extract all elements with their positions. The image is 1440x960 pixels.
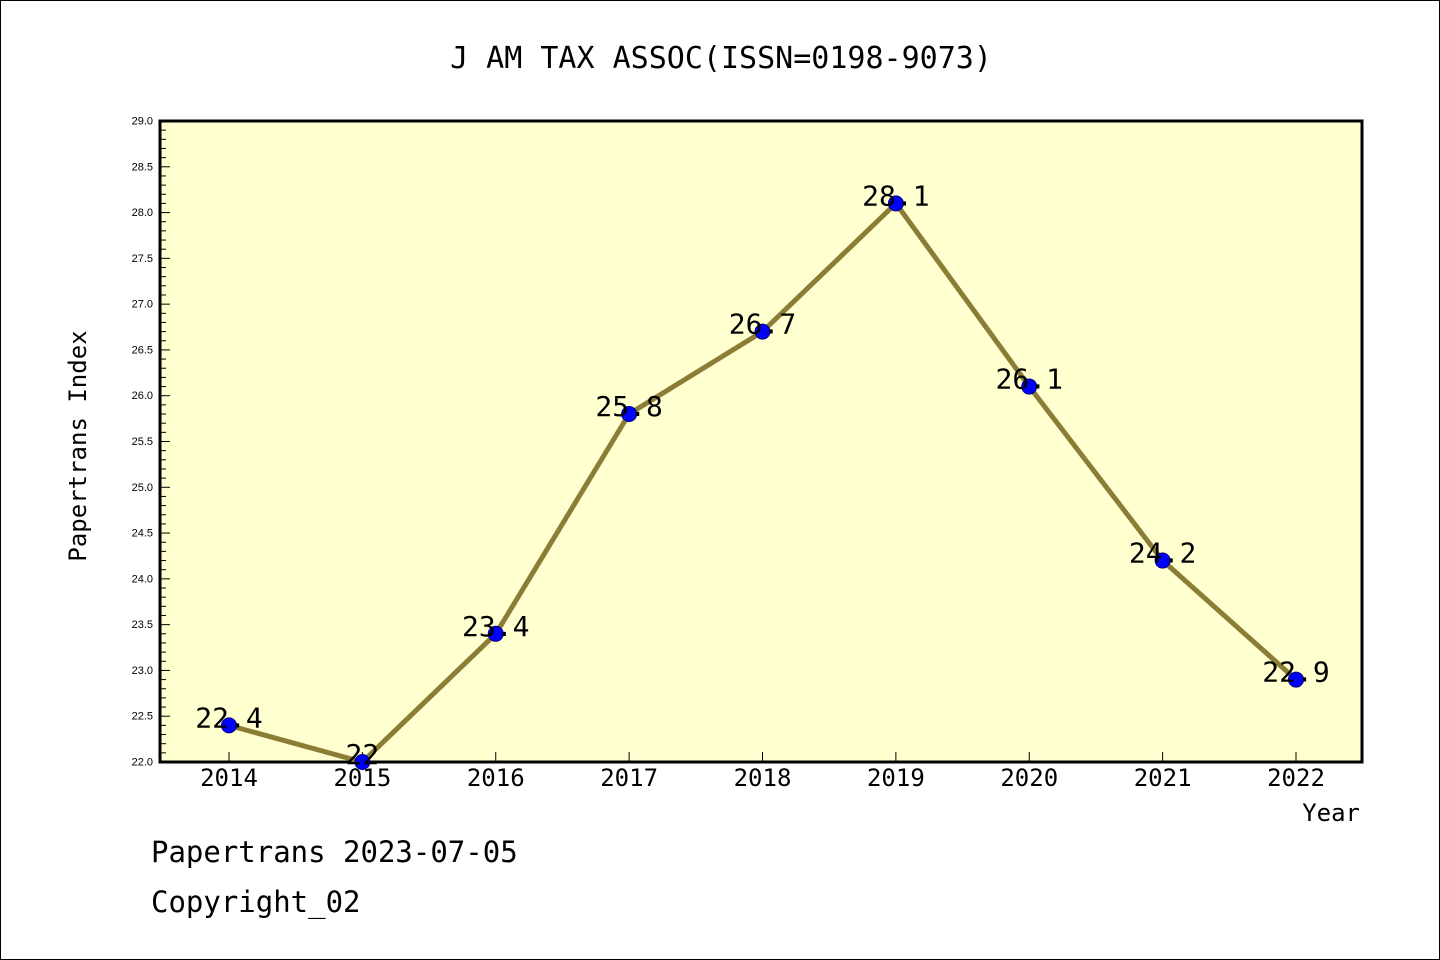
data-label: 28.1: [862, 179, 929, 212]
data-point: [1021, 378, 1038, 395]
y-tick-label: 28.5: [132, 161, 153, 173]
y-axis: 22.0 22.5 23.0 23.5 24.0 24.5 25.0 25.5 26.0 26.5…: [132, 116, 170, 769]
y-tick-label: 22.0: [132, 757, 153, 769]
x-axis: 2014 2015 2016 2017 2018 2019 2020 2021 2022: [200, 752, 1325, 792]
y-tick-label: 24.5: [132, 528, 153, 540]
chart-title: J AM TAX ASSOC(ISSN=0198-9073): [450, 41, 992, 76]
data-point: [354, 754, 371, 770]
data-label: 26.7: [729, 308, 796, 341]
data-point: [887, 195, 904, 212]
data-label: 25.8: [595, 390, 662, 423]
data-point: [487, 625, 504, 642]
y-tick-label: 25.5: [132, 436, 153, 448]
footer-date-text: Papertrans 2023-07-05: [151, 835, 518, 869]
y-tick-label: 25.0: [132, 482, 153, 494]
data-label: 23.4: [462, 610, 529, 643]
y-tick-label: 23.5: [132, 619, 153, 631]
x-tick-label: 2022: [1267, 764, 1325, 792]
data-label: 24.2: [1129, 537, 1196, 570]
data-point: [754, 323, 771, 340]
x-axis-label: Year: [1302, 799, 1360, 827]
y-tick-label: 26.5: [132, 344, 153, 356]
data-point: [1288, 671, 1304, 688]
x-tick-label: 2014: [200, 764, 258, 792]
y-tick-label: 24.0: [132, 573, 153, 585]
data-point: [1154, 552, 1171, 569]
y-tick-label: 27.5: [132, 253, 153, 265]
x-tick-label: 2017: [600, 764, 658, 792]
data-point: [621, 406, 638, 423]
data-label: 26.1: [996, 363, 1063, 396]
plot-area: [158, 119, 1364, 764]
y-axis-label: Papertrans Index: [64, 330, 92, 561]
y-tick-label: 22.5: [132, 711, 153, 723]
x-tick-label: 2018: [734, 764, 792, 792]
data-labels: 22.4 22 23.4 25.8 26.7 28.1 26.1 24.2 22.9: [195, 179, 1329, 771]
y-tick-label: 28.0: [132, 207, 153, 219]
x-tick-label: 2020: [1000, 764, 1058, 792]
x-tick-label: 2021: [1134, 764, 1192, 792]
data-point: [221, 717, 237, 734]
y-tick-label: 27.0: [132, 299, 153, 311]
x-tick-label: 2019: [867, 764, 925, 792]
y-tick-label: 26.0: [132, 390, 153, 402]
data-label: 22: [346, 738, 380, 771]
data-label: 22.4: [195, 701, 262, 734]
series-papertrans-index: [221, 195, 1304, 770]
y-tick-label: 29.0: [132, 116, 153, 128]
data-label: 22.9: [1262, 656, 1329, 689]
y-tick-label: 23.0: [132, 665, 153, 677]
footer-copyright-text: Copyright_02: [151, 885, 361, 919]
x-tick-label: 2016: [467, 764, 525, 792]
